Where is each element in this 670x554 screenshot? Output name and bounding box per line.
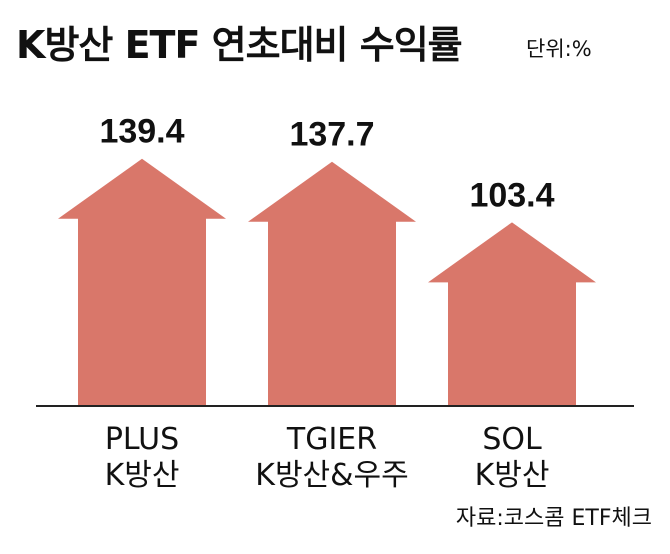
chart-title: K방산 ETF 연초대비 수익률	[16, 23, 463, 67]
category-label-1-line-2: K방산	[105, 458, 180, 493]
category-label-2-line-1: TGIER	[286, 422, 377, 457]
source-note: 자료:코스콤 ETF체크	[455, 506, 652, 531]
category-label-3-line-2: K방산	[475, 458, 550, 493]
category-label-3-line-1: SOL	[482, 422, 542, 457]
value-label-3: 103.4	[469, 176, 554, 214]
value-label-1: 139.4	[99, 113, 184, 151]
arrow-bar-1	[58, 158, 226, 405]
arrow-bar-2	[248, 161, 416, 405]
arrow-bar-3	[428, 222, 596, 405]
category-label-2-line-2: K방산&우주	[255, 458, 408, 493]
unit-label: 단위:%	[526, 37, 592, 61]
value-label-2: 137.7	[289, 116, 374, 154]
category-label-1-line-1: PLUS	[105, 422, 179, 457]
